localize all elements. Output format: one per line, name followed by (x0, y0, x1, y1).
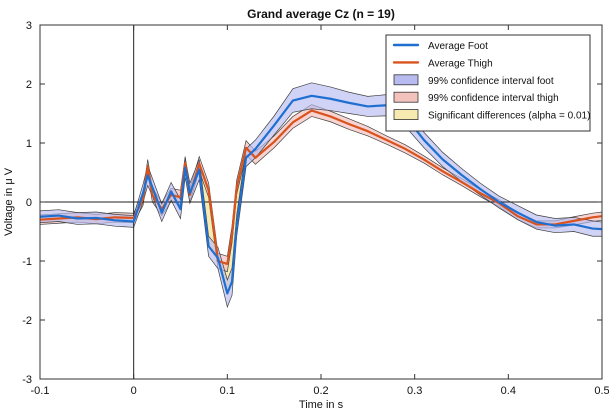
legend-label: Average Foot (428, 41, 488, 52)
chart-title: Grand average Cz (n = 19) (247, 7, 395, 21)
x-tick-label: 0 (131, 385, 137, 397)
x-tick-label: 0.2 (313, 385, 328, 397)
x-tick-label: 0.3 (407, 385, 422, 397)
legend-label: 99% confidence interval thigh (428, 93, 559, 104)
legend-patch-swatch (393, 74, 419, 86)
reference-line-group (40, 25, 602, 379)
y-tick-label: 1 (26, 138, 32, 150)
chart-legend: Average Foot Average Thigh 99% confidence … (385, 34, 591, 132)
legend-label: 99% confidence interval foot (428, 76, 554, 87)
x-tick-label: -0.1 (31, 385, 50, 397)
foot-series-line (40, 94, 602, 295)
y-axis-label: Voltage in μ V (3, 167, 15, 236)
legend-patch-swatch (393, 91, 419, 103)
series-line-group (40, 94, 602, 295)
y-tick-label: 3 (26, 20, 32, 32)
legend-label: Average Thigh (428, 58, 493, 69)
x-tick-label: 0.1 (220, 385, 235, 397)
x-axis-label: Time in s (299, 399, 344, 411)
x-tick-label: 0.5 (594, 385, 609, 397)
y-tick-label: -2 (22, 315, 32, 327)
y-tick-label: -1 (22, 256, 32, 268)
legend-patch-swatch (393, 109, 419, 120)
x-tick-label: 0.4 (501, 385, 516, 397)
tick-group: -0.1 0 0.1 0.2 0.3 0.4 0.5 -3 -2 -1 0 1 2 3 (22, 20, 609, 397)
y-tick-label: 2 (26, 79, 32, 91)
legend-box (385, 34, 591, 132)
y-tick-label: 0 (26, 197, 32, 209)
y-tick-label: -3 (22, 374, 32, 386)
legend-label: Significant differences (alpha = 0.01) (428, 111, 590, 122)
